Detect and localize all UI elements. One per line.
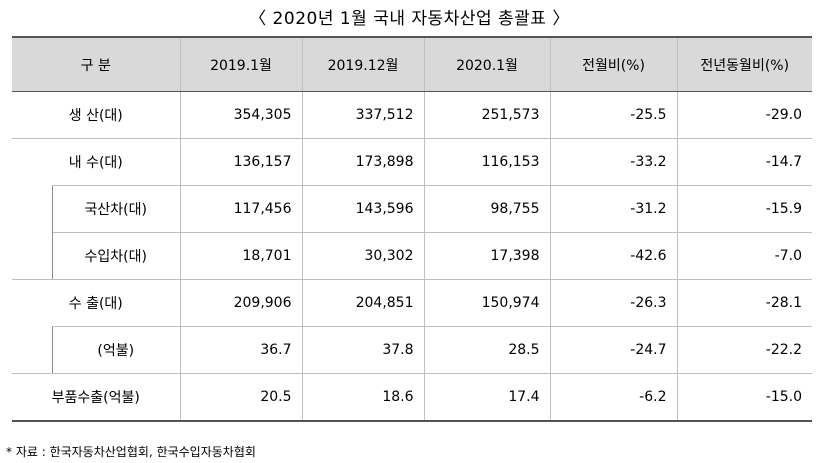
value-cell: -28.1 xyxy=(676,279,812,327)
value-cell: 209,906 xyxy=(179,279,302,327)
value-cell: -22.2 xyxy=(676,326,812,374)
value-cell: 150,974 xyxy=(423,279,550,327)
value-cell: 204,851 xyxy=(301,279,424,327)
header-row: 구 분 2019.1월 2019.12월 2020.1월 전월비(%) 전년동월… xyxy=(12,37,812,92)
value-cell: -6.2 xyxy=(549,373,677,422)
value-cell: -29.0 xyxy=(676,91,812,139)
table-row: (억불) 36.7 37.8 28.5 -24.7 -22.2 xyxy=(12,326,812,374)
row-label: 생 산(대) xyxy=(12,91,180,139)
value-cell: 17,398 xyxy=(423,232,550,280)
value-cell: -7.0 xyxy=(676,232,812,280)
value-cell: -15.9 xyxy=(676,185,812,233)
table-row: 국산차(대) 117,456 143,596 98,755 -31.2 -15.9 xyxy=(12,185,812,233)
table-row: 내 수(대) 136,157 173,898 116,153 -33.2 -14.7 xyxy=(12,138,812,186)
row-label: 내 수(대) xyxy=(12,138,180,186)
value-cell: 136,157 xyxy=(179,138,302,186)
value-cell: 36.7 xyxy=(179,326,302,374)
source-footnote: * 자료 : 한국자동차산업협회, 한국수입자동차협회 xyxy=(6,445,256,459)
value-cell: -14.7 xyxy=(676,138,812,186)
value-cell: 20.5 xyxy=(179,373,302,422)
row-label: 수 출(대) xyxy=(12,279,180,327)
row-label: 국산차(대) xyxy=(12,185,180,233)
value-cell: -31.2 xyxy=(549,185,677,233)
value-cell: 354,305 xyxy=(179,91,302,139)
value-cell: 337,512 xyxy=(301,91,424,139)
value-cell: 28.5 xyxy=(423,326,550,374)
summary-table: 구 분 2019.1월 2019.12월 2020.1월 전월비(%) 전년동월… xyxy=(12,36,812,422)
table-row: 수입차(대) 18,701 30,302 17,398 -42.6 -7.0 xyxy=(12,232,812,280)
row-label: 수입차(대) xyxy=(12,232,180,280)
value-cell: 117,456 xyxy=(179,185,302,233)
header-yoy: 전년동월비(%) xyxy=(676,37,812,92)
value-cell: -24.7 xyxy=(549,326,677,374)
value-cell: 251,573 xyxy=(423,91,550,139)
value-cell: -42.6 xyxy=(549,232,677,280)
header-category: 구 분 xyxy=(12,37,180,92)
value-cell: 173,898 xyxy=(301,138,424,186)
value-cell: 98,755 xyxy=(423,185,550,233)
table-row: 수 출(대) 209,906 204,851 150,974 -26.3 -28.1 xyxy=(12,279,812,327)
value-cell: -26.3 xyxy=(549,279,677,327)
header-2019-01: 2019.1월 xyxy=(179,37,302,92)
header-2019-12: 2019.12월 xyxy=(301,37,424,92)
row-label: (억불) xyxy=(12,326,180,374)
row-label: 부품수출(억불) xyxy=(12,373,180,422)
table-row: 생 산(대) 354,305 337,512 251,573 -25.5 -29.0 xyxy=(12,91,812,139)
value-cell: 18,701 xyxy=(179,232,302,280)
value-cell: -15.0 xyxy=(676,373,812,422)
value-cell: 116,153 xyxy=(423,138,550,186)
value-cell: 17.4 xyxy=(423,373,550,422)
value-cell: 143,596 xyxy=(301,185,424,233)
header-mom: 전월비(%) xyxy=(549,37,677,92)
table-row: 부품수출(억불) 20.5 18.6 17.4 -6.2 -15.0 xyxy=(12,373,812,422)
value-cell: -25.5 xyxy=(549,91,677,139)
table-title: 〈 2020년 1월 국내 자동차산업 총괄표 〉 xyxy=(249,9,570,29)
value-cell: 30,302 xyxy=(301,232,424,280)
value-cell: 18.6 xyxy=(301,373,424,422)
header-2020-01: 2020.1월 xyxy=(423,37,550,92)
value-cell: 37.8 xyxy=(301,326,424,374)
value-cell: -33.2 xyxy=(549,138,677,186)
